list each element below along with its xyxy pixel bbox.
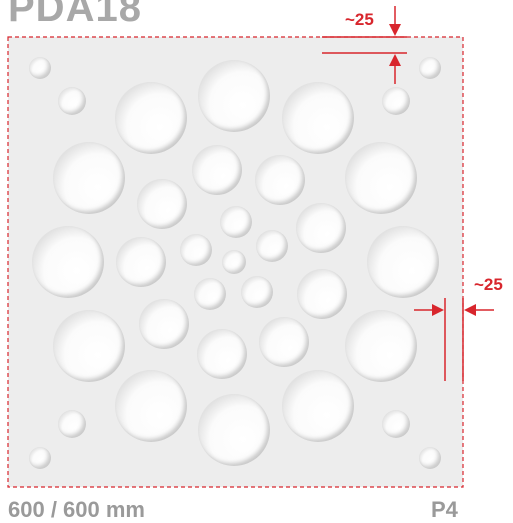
perforation-hole [53,310,125,382]
perforation-hole [137,179,187,229]
perforation-hole [367,226,439,298]
perforation-hole [419,447,441,469]
size-label: 600 / 600 mm [8,497,145,522]
panel-border [7,36,464,488]
perforation-hole [241,276,273,308]
perforation-hole [345,310,417,382]
top-margin-label: ~25 [345,10,374,29]
perforation-hole [192,145,242,195]
perforation-hole [382,410,410,438]
perforation-hole [198,60,270,132]
perforation-hole [419,57,441,79]
perforation-hole [197,329,247,379]
perforation-hole [256,230,288,262]
perforation-hole [222,250,246,274]
holes-group [29,57,441,469]
perforation-hole [139,299,189,349]
perforation-hole [58,87,86,115]
side-margin-dimension [414,298,494,381]
perforation-hole [58,410,86,438]
top-margin-dimension [322,6,407,84]
perforation-hole [282,370,354,442]
perforation-hole [115,370,187,442]
perforation-hole [115,82,187,154]
side-margin-label: ~25 [474,275,503,294]
pattern-code: P4 [431,497,458,522]
perforation-hole [345,142,417,214]
perforation-hole [282,82,354,154]
product-code: PDA18 [8,0,142,30]
perforation-hole [53,142,125,214]
perforation-hole [297,269,347,319]
perforation-hole [180,234,212,266]
perforation-hole [198,394,270,466]
perforation-hole [32,226,104,298]
perforation-hole [194,278,226,310]
perforation-hole [255,155,305,205]
perforation-hole [296,203,346,253]
perforation-hole [116,237,166,287]
perforation-hole [259,317,309,367]
perforation-hole [29,447,51,469]
perforation-hole [220,206,252,238]
perforation-hole [382,87,410,115]
perforation-hole [29,57,51,79]
